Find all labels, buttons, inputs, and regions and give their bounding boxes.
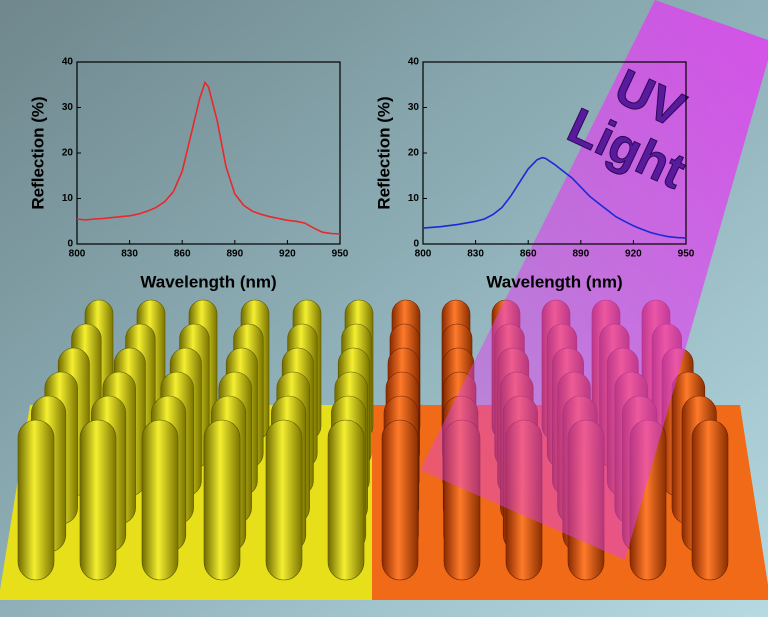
x-axis-label: Wavelength (nm) — [486, 272, 622, 291]
y-tick-label: 40 — [62, 57, 74, 68]
y-tick-label: 0 — [67, 239, 73, 250]
x-tick-label: 830 — [467, 249, 484, 260]
pillar — [691, 419, 729, 581]
y-tick-label: 30 — [408, 102, 420, 113]
y-tick-label: 10 — [62, 193, 74, 204]
x-tick-label: 830 — [121, 249, 138, 260]
y-tick-label: 30 — [62, 102, 74, 113]
pillar — [203, 419, 241, 581]
data-line — [76, 80, 341, 235]
pillar — [141, 419, 179, 581]
pillar — [79, 419, 117, 581]
x-tick-label: 860 — [520, 249, 537, 260]
x-axis-label: Wavelength (nm) — [140, 272, 276, 291]
y-tick-label: 10 — [408, 193, 420, 204]
x-tick-label: 890 — [226, 249, 243, 260]
pillar — [265, 419, 303, 581]
x-tick-label: 920 — [625, 249, 642, 260]
data-line — [422, 156, 687, 239]
x-tick-label: 800 — [415, 249, 432, 260]
chart: 800 830 860 890 920 950 0 10 20 30 40 Wavelength (n… — [28, 57, 348, 292]
x-tick-label: 800 — [69, 249, 86, 260]
x-tick-label: 950 — [678, 249, 695, 260]
x-tick-label: 920 — [279, 249, 296, 260]
y-tick-label: 40 — [408, 57, 420, 68]
pillar — [327, 419, 365, 581]
y-axis-label: Reflection (%) — [374, 96, 393, 209]
y-tick-label: 20 — [62, 148, 74, 159]
x-tick-label: 950 — [332, 249, 349, 260]
chart: 800 830 860 890 920 950 0 10 20 30 40 Wavelength (n… — [374, 57, 694, 292]
pillar — [17, 419, 55, 581]
pillar — [381, 419, 419, 581]
uv-beam — [420, 0, 768, 560]
y-axis-label: Reflection (%) — [28, 96, 47, 209]
x-tick-label: 860 — [174, 249, 191, 260]
y-tick-label: 20 — [408, 148, 420, 159]
x-tick-label: 890 — [572, 249, 589, 260]
y-tick-label: 0 — [413, 239, 419, 250]
